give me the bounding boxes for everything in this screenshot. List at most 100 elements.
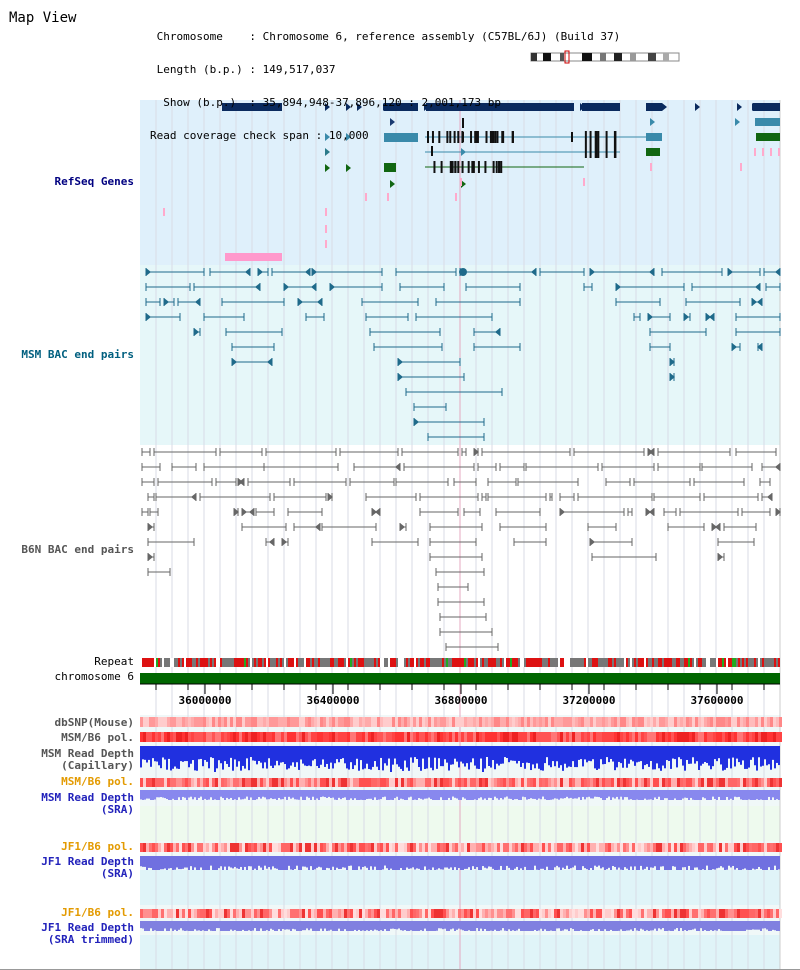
heat-cell (587, 909, 590, 918)
jf1-b6-pol-trimmed-label[interactable]: JF1/B6 pol. (61, 906, 134, 919)
ideogram-band (582, 53, 592, 61)
depth-bar (140, 746, 142, 768)
jf1-b6-pol-track[interactable] (140, 843, 782, 852)
repeat-segment (534, 658, 536, 667)
jf1-read-depth-sra-label[interactable]: JF1 Read Depth (SRA) (41, 855, 134, 880)
bac-arrow (375, 508, 380, 516)
heat-cell (176, 843, 179, 852)
depth-bar (600, 746, 602, 760)
depth-bar (478, 856, 480, 870)
msm-b6-pol-sra-label[interactable]: MSM/B6 pol. (61, 775, 134, 788)
refseq-genes-label[interactable]: RefSeq Genes (54, 175, 134, 188)
heat-cell (554, 778, 557, 787)
msm-b6-pol-label[interactable]: MSM/B6 pol. (61, 731, 134, 744)
depth-bar (212, 856, 214, 870)
msm-read-depth-sra-label[interactable]: MSM Read Depth (SRA) (41, 791, 134, 816)
heat-cell (671, 717, 674, 727)
heat-cell (749, 909, 752, 918)
refseq-genes-track[interactable] (163, 103, 780, 261)
msm-read-depth-capillary-label[interactable]: MSM Read Depth (Capillary) (41, 747, 134, 772)
depth-bar (468, 790, 470, 800)
depth-bar (160, 790, 162, 798)
heat-cell (566, 778, 569, 787)
depth-bar (296, 790, 298, 800)
depth-bar (526, 746, 528, 763)
depth-bar (536, 746, 538, 764)
heat-cell (164, 778, 167, 787)
heat-cell (566, 732, 569, 742)
depth-bar (748, 790, 750, 800)
jf1-b6-pol-label[interactable]: JF1/B6 pol. (61, 840, 134, 853)
b6n-bac-end-pairs-label[interactable]: B6N BAC end pairs (21, 543, 134, 556)
depth-bar (480, 921, 482, 929)
jf1-read-depth-sra-track[interactable] (140, 856, 780, 870)
depth-bar (494, 921, 496, 930)
heat-cell (704, 732, 707, 742)
heat-cell (668, 732, 671, 742)
depth-bar (744, 790, 746, 800)
bac-arrow (284, 283, 289, 291)
depth-bar (456, 921, 458, 930)
heat-cell (212, 843, 215, 852)
jf1-read-depth-trimmed-track[interactable] (140, 921, 780, 931)
depth-bar (698, 856, 700, 870)
heat-cell (593, 732, 596, 742)
msm-read-depth-capillary-track[interactable] (140, 746, 780, 772)
heat-cell (776, 909, 779, 918)
dbsnp-mouse-label[interactable]: dbSNP(Mouse) (54, 716, 134, 729)
heat-cell (563, 732, 566, 742)
dbsnp-mouse-track[interactable] (140, 717, 782, 727)
repeat-segment (512, 658, 514, 667)
depth-bar (528, 921, 530, 931)
repeat-segment (760, 658, 762, 667)
heat-cell (431, 909, 434, 918)
msm-bac-track[interactable] (145, 268, 781, 441)
heat-cell (500, 778, 503, 787)
msm-read-depth-sra-track[interactable] (140, 790, 780, 800)
depth-bar (488, 921, 490, 931)
repeat-segment (612, 658, 614, 667)
msm-b6-pol-sra-track[interactable] (140, 778, 782, 787)
heat-cell (623, 778, 626, 787)
jf1-read-depth-trimmed-label[interactable]: JF1 Read Depth (SRA trimmed) (41, 921, 134, 946)
depth-bar (736, 921, 738, 931)
depth-bar (496, 856, 498, 870)
heat-cell (398, 778, 401, 787)
depth-bar (630, 746, 632, 760)
heat-cell (773, 717, 776, 727)
depth-bar (704, 790, 706, 799)
repeat-segment (416, 658, 418, 667)
heat-cell (371, 778, 374, 787)
heat-cell (653, 909, 656, 918)
heat-cell (476, 909, 479, 918)
depth-bar (188, 790, 190, 798)
depth-bar (770, 856, 772, 870)
depth-bar (338, 921, 340, 929)
repeat-segment (530, 658, 532, 667)
repeat-segment (630, 658, 632, 667)
heat-cell (395, 717, 398, 727)
msm-b6-pol-track[interactable] (140, 732, 782, 742)
depth-bar (554, 921, 556, 931)
depth-bar (574, 921, 576, 931)
repeat-segment (396, 658, 398, 667)
msm-bac-end-pairs-label[interactable]: MSM BAC end pairs (21, 348, 134, 361)
repeat-segment (332, 658, 334, 667)
chromosome-ideogram[interactable] (530, 50, 680, 64)
depth-bar (692, 746, 694, 758)
heat-cell (377, 732, 380, 742)
depth-bar (576, 746, 578, 768)
depth-bar (452, 790, 454, 797)
depth-bar (448, 790, 450, 798)
depth-bar (162, 746, 164, 758)
heat-cell (509, 843, 512, 852)
heat-cell (146, 732, 149, 742)
heat-cell (611, 717, 614, 727)
jf1-b6-pol-trimmed-track[interactable] (140, 909, 782, 918)
heat-cell (353, 778, 356, 787)
heat-cell (698, 717, 701, 727)
b6n-bac-track[interactable] (141, 448, 781, 651)
depth-bar (356, 921, 358, 931)
depth-bar (580, 790, 582, 800)
